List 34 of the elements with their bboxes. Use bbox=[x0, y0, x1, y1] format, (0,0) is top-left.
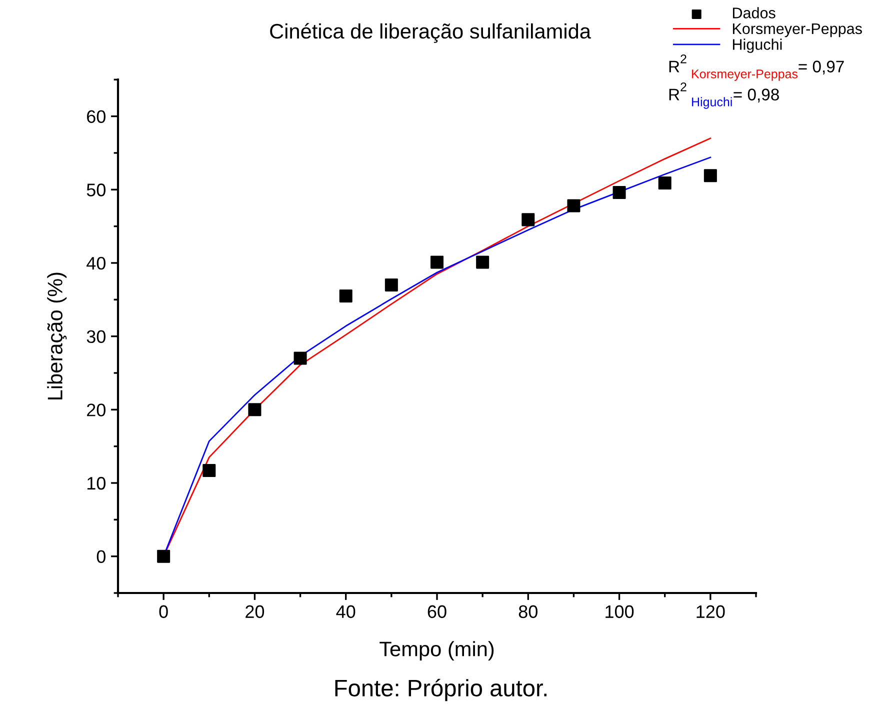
x-tick-label: 0 bbox=[159, 605, 168, 618]
x-axis-title: Tempo (min) bbox=[380, 641, 494, 660]
legend-label: Higuchi bbox=[732, 38, 782, 53]
point bbox=[384, 278, 398, 292]
legend-label: Dados bbox=[732, 7, 776, 18]
y-tick-label: 60 bbox=[87, 110, 106, 123]
x-tick-label: 40 bbox=[336, 605, 356, 618]
x-tick-label: 20 bbox=[246, 605, 264, 618]
legend-label: Korsmeyer-Peppas bbox=[732, 23, 862, 38]
point bbox=[339, 289, 352, 302]
source-note: Fonte: Próprio autor. bbox=[335, 678, 546, 702]
point bbox=[704, 169, 717, 182]
x-tick-label: 120 bbox=[696, 605, 725, 618]
point bbox=[248, 403, 262, 416]
y-tick-label: 0 bbox=[96, 550, 106, 564]
y-tick-label: 10 bbox=[87, 476, 106, 490]
chart-title: Cinética de liberação sulfanilamida bbox=[270, 23, 591, 43]
y-tick-label: 40 bbox=[86, 256, 106, 270]
point bbox=[522, 213, 535, 226]
point bbox=[430, 256, 444, 269]
y-tick-label: 30 bbox=[86, 330, 106, 344]
x-tick-label: 80 bbox=[518, 605, 538, 618]
point bbox=[612, 186, 626, 200]
y-tick-label: 50 bbox=[86, 184, 106, 196]
x-tick-label: 60 bbox=[428, 605, 446, 618]
point bbox=[202, 464, 216, 478]
y-axis-title: Liberação (%) bbox=[47, 272, 67, 400]
point bbox=[294, 352, 307, 365]
x-tick-label: 100 bbox=[606, 605, 634, 618]
y-tick-label: 20 bbox=[87, 404, 106, 416]
point bbox=[476, 256, 490, 269]
point bbox=[157, 550, 170, 563]
point bbox=[658, 176, 672, 190]
point bbox=[567, 199, 580, 212]
